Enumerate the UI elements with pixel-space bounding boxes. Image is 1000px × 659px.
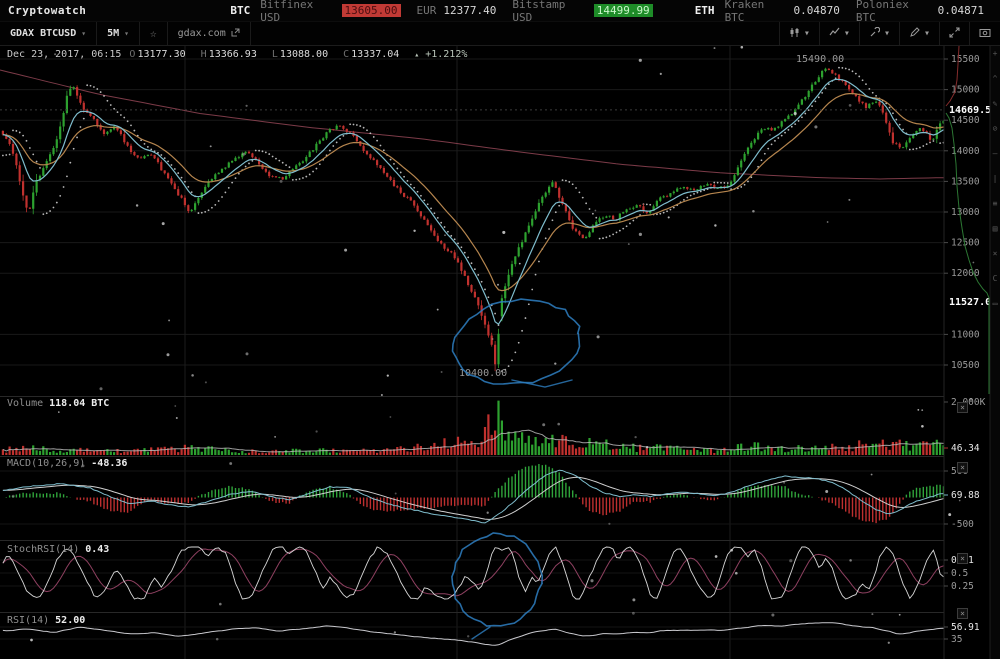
grid-layer (0, 46, 990, 659)
svg-text:2.000K: 2.000K (951, 397, 986, 408)
hand-drawn-circle (451, 532, 544, 627)
fullscreen-button[interactable] (939, 22, 969, 45)
svg-text:10400.00: 10400.00 (459, 368, 507, 379)
ticker-price: 12377.40 (443, 4, 497, 17)
svg-text:-500: -500 (951, 519, 974, 530)
svg-text:15490.00: 15490.00 (796, 54, 844, 65)
ticker-price: 13605.00 (341, 4, 401, 17)
top-ticker-bar: Cryptowatch BTC Bitfinex USD 13605.00 EUR 12… (0, 0, 1000, 24)
svg-text:≡: ≡ (993, 199, 998, 208)
hand-drawn-tail (471, 626, 491, 640)
draw-button[interactable]: ▾ (898, 22, 939, 45)
svg-text:+: + (993, 49, 998, 58)
stochrsi-layer (2, 546, 944, 600)
pencil-icon (909, 26, 920, 41)
ticker-item[interactable]: Bitstamp USD 14499.99 (512, 0, 653, 24)
svg-text:12500: 12500 (951, 238, 980, 249)
chevron-down-icon: ▾ (81, 29, 87, 38)
rsi-layer (2, 622, 944, 646)
ticker-item[interactable]: Bitfinex USD 13605.00 (260, 0, 401, 24)
price-chart-canvas[interactable]: 15490.00 10400.00 15500 15000 14500 14000 1350… (0, 46, 1000, 659)
svg-text:13000: 13000 (951, 207, 980, 218)
svg-text:✎: ✎ (993, 99, 998, 108)
ticker-item[interactable]: Kraken BTC 0.04870 (725, 0, 840, 24)
ticker-symbol: ETH (694, 4, 715, 17)
svg-text:14000: 14000 (951, 146, 980, 157)
volume-panel-close-button[interactable]: × (957, 402, 968, 413)
hand-drawn-tail (511, 379, 573, 388)
chevron-down-icon: ▾ (124, 29, 129, 38)
price-axis[interactable]: 15500 15000 14500 14000 13500 13000 12500 12000… (943, 46, 997, 659)
app-logo[interactable]: Cryptowatch (8, 4, 87, 17)
ticker-price: 14499.99 (593, 4, 653, 17)
hand-drawn-circle (451, 298, 581, 385)
ticker-price: 0.04871 (937, 4, 985, 17)
volume-layer (1, 400, 944, 455)
rsi-panel-close-button[interactable]: × (957, 608, 968, 619)
indicators-button[interactable]: ▾ (818, 22, 859, 45)
svg-text:⊘: ⊘ (993, 124, 998, 133)
svg-text:▤: ▤ (993, 224, 998, 233)
chevron-down-icon: ▾ (803, 28, 810, 39)
ticker-item[interactable]: EUR 12377.40 (417, 4, 497, 17)
svg-text:C: C (993, 274, 998, 283)
chevron-down-icon: ▾ (883, 28, 890, 39)
svg-text:—: — (993, 149, 998, 158)
chevron-down-icon: ▾ (843, 28, 850, 39)
candles-layer: 15490.00 10400.00 (0, 54, 944, 379)
favorite-button[interactable]: ☆ (140, 22, 168, 45)
indicators-icon (829, 27, 840, 41)
wrench-icon (869, 26, 881, 41)
ticker-price: 0.04870 (793, 4, 840, 17)
toolbar-right-group: ▾ ▾ ▾ ▾ (778, 22, 1000, 45)
right-rail[interactable]: + ^ ✎ ⊘ — | ≡ ▤ × C ▭ (989, 46, 1000, 659)
svg-text:56.91: 56.91 (951, 622, 980, 633)
svg-text:11000: 11000 (951, 329, 980, 340)
svg-text:10500: 10500 (951, 360, 980, 371)
chart-type-button[interactable]: ▾ (778, 22, 819, 45)
star-icon: ☆ (149, 27, 157, 40)
ticker-groups: BTC Bitfinex USD 13605.00 EUR 12377.40 Bitsta… (204, 0, 1000, 24)
ticker-label: Poloniex BTC (855, 0, 909, 24)
chevron-down-icon: ▾ (923, 28, 930, 39)
external-link-icon (231, 28, 240, 40)
market-selector[interactable]: GDAX BTCUSD ▾ (0, 22, 98, 45)
stochrsi-panel-close-button[interactable]: × (957, 553, 968, 564)
ticker-symbol: BTC (230, 4, 251, 17)
svg-text:14669.55: 14669.55 (949, 105, 997, 116)
drawing-annotations[interactable] (451, 298, 581, 640)
svg-text:0.5: 0.5 (951, 568, 968, 579)
svg-text:69.88: 69.88 (951, 490, 980, 501)
exchange-link[interactable]: gdax.com (168, 22, 251, 45)
snow-layer (11, 46, 975, 644)
svg-text:46.34: 46.34 (951, 443, 980, 454)
svg-text:12000: 12000 (951, 268, 980, 279)
ticker-item[interactable]: Poloniex BTC 0.04871 (856, 0, 984, 24)
timeframe-selector[interactable]: 5M ▾ (97, 22, 140, 45)
macd-layer (2, 464, 944, 524)
svg-text:11527.09: 11527.09 (949, 297, 997, 308)
chart-toolbar: GDAX BTCUSD ▾ 5M ▾ ☆ gdax.com ▾ ▾ ▾ (0, 22, 1000, 46)
tools-button[interactable]: ▾ (858, 22, 899, 45)
svg-text:^: ^ (993, 74, 998, 83)
camera-icon (979, 27, 991, 41)
svg-text:▭: ▭ (993, 299, 998, 308)
svg-text:|: | (993, 174, 998, 183)
ticker-label: Bitfinex USD (260, 0, 314, 24)
candlestick-icon (789, 27, 800, 41)
svg-text:15000: 15000 (951, 85, 980, 96)
svg-text:13500: 13500 (951, 176, 980, 187)
svg-text:14500: 14500 (951, 115, 980, 126)
chart-area: 15490.00 10400.00 15500 15000 14500 14000 1350… (0, 46, 1000, 659)
expand-icon (949, 26, 960, 41)
svg-text:15500: 15500 (951, 54, 980, 65)
ticker-label: EUR (416, 4, 437, 17)
ticker-label: Kraken BTC (724, 0, 765, 24)
macd-panel-close-button[interactable]: × (957, 462, 968, 473)
svg-text:35: 35 (951, 634, 962, 645)
svg-text:0.25: 0.25 (951, 581, 974, 592)
snapshot-button[interactable] (969, 22, 1000, 45)
ticker-label: Bitstamp USD (512, 0, 566, 24)
svg-text:×: × (993, 249, 998, 258)
